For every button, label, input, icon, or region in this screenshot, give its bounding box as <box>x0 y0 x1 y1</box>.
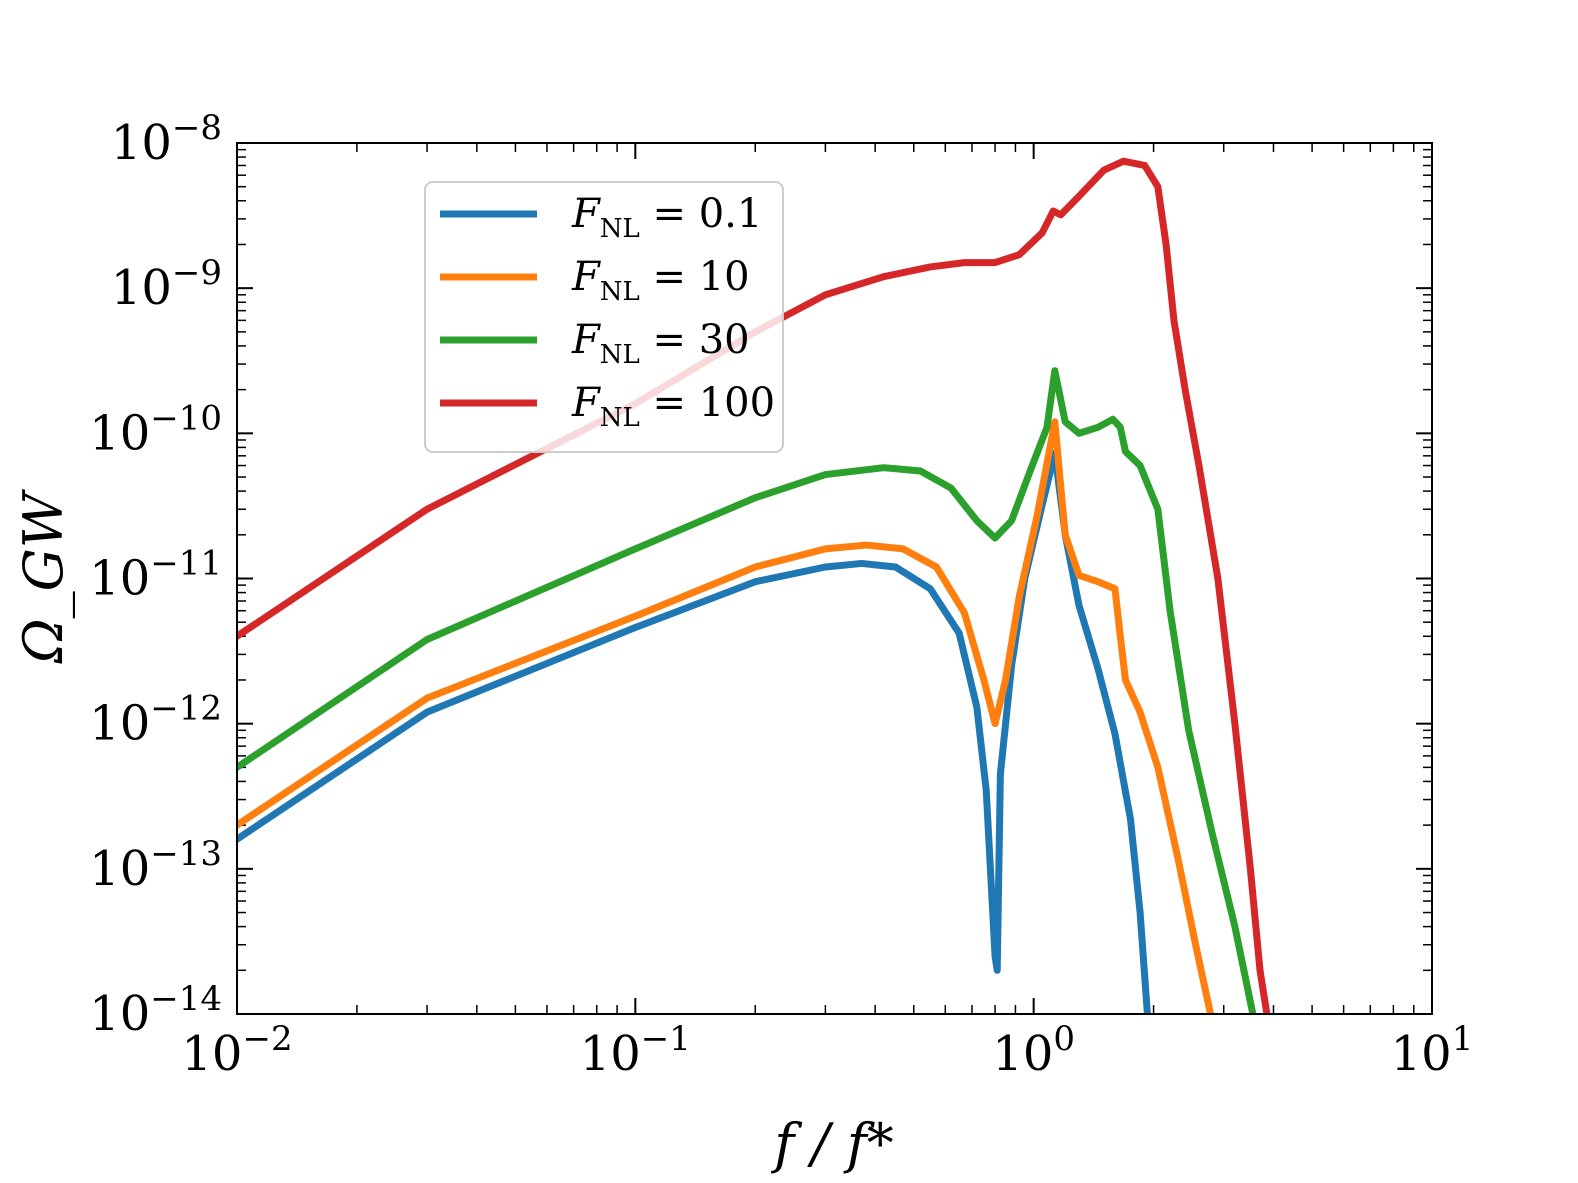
legend-label-rest: = 30 <box>640 317 750 363</box>
legend-label-sub: NL <box>600 214 640 244</box>
y-tick-exponent: −14 <box>150 979 222 1019</box>
legend-box <box>424 181 784 453</box>
x-tick-labels: 10−2 10−1 100 101 <box>181 1019 1473 1082</box>
series-layer <box>237 157 1271 1014</box>
y-tick-base: 10 <box>111 260 172 316</box>
x-tick-label: 10−1 <box>580 1019 691 1082</box>
series-line-0 <box>237 449 1151 1014</box>
y-tick-label: 10−8 <box>111 108 222 171</box>
legend-label-rest: = 10 <box>640 254 750 300</box>
y-tick-base: 10 <box>89 405 150 461</box>
x-tick-label: 101 <box>1391 1019 1474 1082</box>
x-tick-base: 10 <box>580 1026 641 1082</box>
y-tick-base: 10 <box>89 841 150 897</box>
legend-label-sub: NL <box>600 403 640 433</box>
y-tick-label: 10−11 <box>89 544 222 607</box>
series-line-3 <box>237 157 1271 1014</box>
y-tick-label: 10−10 <box>89 398 222 461</box>
x-tick-base: 10 <box>992 1026 1053 1082</box>
legend-label-sub: NL <box>600 340 640 370</box>
x-tick-label: 10−2 <box>181 1019 292 1082</box>
legend-label-sub: NL <box>600 277 640 307</box>
y-tick-label: 10−13 <box>89 834 222 897</box>
legend-label-rest: = 0.1 <box>640 191 763 237</box>
legend-label-main: F <box>571 191 601 237</box>
y-tick-label: 10−9 <box>111 253 222 316</box>
x-tick-exponent: 0 <box>1053 1019 1075 1059</box>
y-tick-exponent: −10 <box>150 398 222 438</box>
series-line-2 <box>237 367 1257 1014</box>
y-tick-base: 10 <box>89 551 150 607</box>
legend-label-0: FNL = 0.1 <box>571 191 762 244</box>
y-axis-label: Ω_GW <box>12 488 75 664</box>
y-tick-exponent: −12 <box>150 689 222 729</box>
y-tick-label: 10−12 <box>89 689 222 752</box>
y-tick-base: 10 <box>89 696 150 752</box>
plot-frame <box>236 142 1433 1015</box>
legend-label-3: FNL = 100 <box>571 380 775 433</box>
y-tick-exponent: −11 <box>150 544 222 584</box>
y-tick-base: 10 <box>89 986 150 1042</box>
legend-label-rest: = 100 <box>640 380 775 426</box>
x-tick-label: 100 <box>992 1019 1075 1082</box>
legend-label-main: F <box>571 380 601 426</box>
x-tick-base: 10 <box>181 1026 242 1082</box>
x-tick-exponent: −2 <box>242 1019 292 1059</box>
y-tick-exponent: −13 <box>150 834 222 874</box>
x-tick-exponent: 1 <box>1452 1019 1474 1059</box>
x-tick-base: 10 <box>1391 1026 1452 1082</box>
legend-label-2: FNL = 30 <box>571 317 750 370</box>
y-tick-label: 10−14 <box>89 979 222 1042</box>
minor-ticks <box>237 143 1432 1014</box>
legend-label-main: F <box>571 254 601 300</box>
legend-label-main: F <box>571 317 601 363</box>
legend-label-1: FNL = 10 <box>571 254 750 307</box>
y-tick-exponent: −8 <box>172 108 222 148</box>
y-tick-exponent: −9 <box>172 253 222 293</box>
x-tick-exponent: −1 <box>641 1019 691 1059</box>
x-axis-label: f / f* <box>770 1112 894 1175</box>
series-line-1 <box>237 418 1215 1014</box>
y-tick-base: 10 <box>111 115 172 171</box>
